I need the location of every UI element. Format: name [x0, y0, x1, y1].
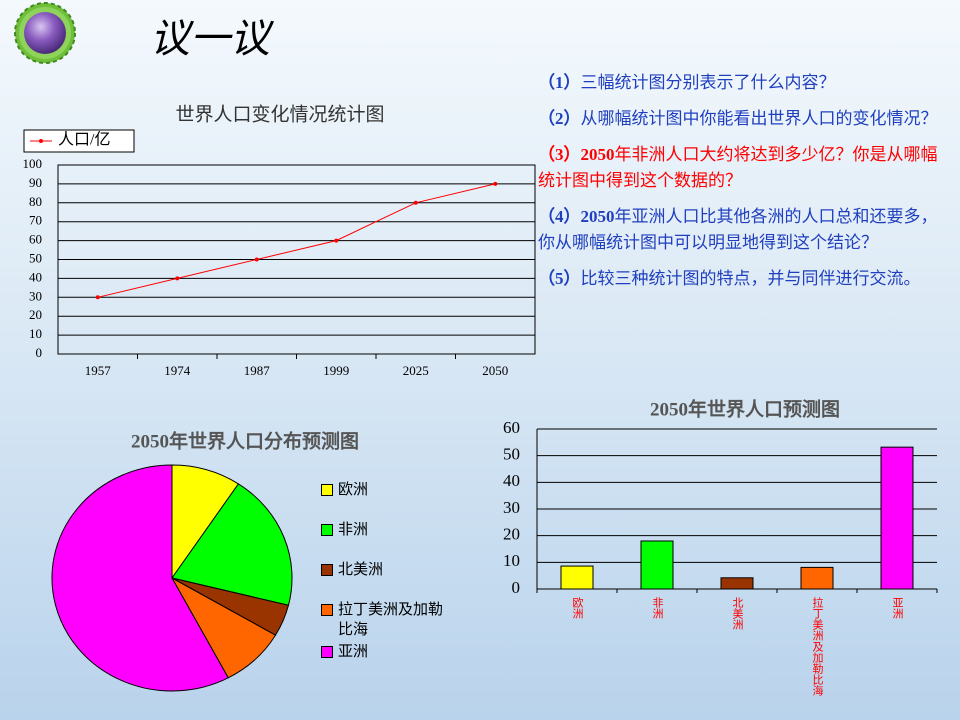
question-text: 年非洲人口大约将达到多少亿？你是从哪幅统计图中得到这个数据的？	[538, 145, 938, 190]
question: （5）比较三种统计图的特点，并与同伴进行交流。	[538, 266, 950, 292]
y-tick-label: 10	[503, 551, 520, 570]
legend-label: 北美洲	[338, 562, 384, 578]
y-tick-label: 0	[36, 345, 43, 360]
chart-title: 2050年世界人口预测图	[650, 397, 840, 420]
y-tick-label: 100	[23, 156, 43, 171]
x-tick-label: 亚洲	[891, 597, 904, 619]
y-tick-label: 50	[29, 250, 42, 265]
y-tick-label: 60	[29, 232, 42, 247]
y-tick-label: 30	[503, 498, 520, 517]
question-number: （4）2050	[538, 207, 615, 226]
y-tick-label: 80	[29, 194, 42, 209]
data-point	[175, 276, 180, 281]
pie-slice	[51, 464, 229, 692]
x-tick-label: 1957	[85, 363, 112, 378]
bar	[880, 446, 914, 590]
icon	[14, 2, 76, 64]
question-number: （2）	[538, 109, 581, 128]
legend-swatch	[321, 646, 333, 658]
legend-label: 非洲	[338, 522, 369, 538]
data-point	[493, 181, 498, 186]
legend-swatch	[321, 564, 333, 576]
question: （2）从哪幅统计图中你能看出世界人口的变化情况？	[538, 106, 950, 132]
x-tick-label: 非洲	[651, 597, 664, 619]
question-text: 从哪幅统计图中你能看出世界人口的变化情况？	[580, 109, 938, 128]
x-tick-label: 2025	[403, 363, 429, 378]
questions: （1）三幅统计图分别表示了什么内容？ （2）从哪幅统计图中你能看出世界人口的变化情…	[538, 70, 950, 302]
data-point	[413, 200, 418, 205]
question-text: 三幅统计图分别表示了什么内容？	[580, 73, 836, 92]
pie-slice	[171, 483, 293, 606]
x-tick-label: 拉丁美洲及加勒比海	[811, 596, 824, 697]
legend-item: 拉丁美洲及加勒比海	[321, 600, 450, 640]
question: （4）2050年亚洲人口比其他各洲的人口总和还要多，你从哪幅统计图中可以明显地得…	[538, 204, 950, 256]
legend-label: 拉丁美洲及加勒比海	[338, 602, 444, 638]
question-text: 比较三种统计图的特点，并与同伴进行交流。	[580, 269, 921, 288]
bar	[560, 565, 594, 590]
y-tick-label: 40	[29, 269, 42, 284]
legend-label: 亚洲	[338, 644, 369, 660]
legend-label: 欧洲	[338, 482, 369, 498]
y-tick-label: 20	[503, 525, 520, 544]
chart-title: 世界人口变化情况统计图	[175, 103, 384, 125]
bar	[800, 566, 834, 590]
x-tick-label: 1999	[323, 363, 349, 378]
legend-item: 非洲	[321, 520, 450, 540]
question: （1）三幅统计图分别表示了什么内容？	[538, 70, 950, 96]
y-tick-label: 0	[512, 578, 521, 597]
data-point	[334, 238, 339, 243]
legend-item: 北美洲	[321, 560, 450, 580]
data-point	[95, 295, 100, 300]
y-tick-label: 40	[503, 471, 520, 490]
question: （3）2050年非洲人口大约将达到多少亿？你是从哪幅统计图中得到这个数据的？	[538, 142, 950, 194]
legend-label: 人口/亿	[58, 131, 110, 149]
y-tick-label: 70	[29, 213, 42, 228]
legend-item: 亚洲	[321, 642, 450, 662]
bar	[720, 577, 754, 590]
question-number: （5）	[538, 269, 581, 288]
legend-swatch	[321, 484, 333, 496]
x-tick-label: 欧洲	[571, 597, 584, 619]
x-tick-label: 1987	[244, 363, 271, 378]
question-text: 年亚洲人口比其他各洲的人口总和还要多，你从哪幅统计图中可以明显地得到这个结论？	[538, 207, 938, 252]
legend-marker	[39, 139, 43, 143]
y-tick-label: 50	[503, 445, 520, 464]
slide-title: 议一议	[150, 16, 275, 61]
chart-title: 2050年世界人口分布预测图	[131, 429, 359, 452]
x-tick-label: 2050	[482, 363, 508, 378]
legend-box	[23, 129, 135, 153]
question-number: （1）	[538, 73, 581, 92]
x-tick-label: 1974	[164, 363, 191, 378]
x-tick-label: 北美洲	[731, 597, 744, 630]
legend-swatch	[321, 524, 333, 536]
legend-swatch	[321, 604, 333, 616]
data-point	[254, 257, 259, 262]
data-line	[97, 183, 496, 298]
question-number: （3）2050	[538, 145, 615, 164]
y-tick-label: 60	[503, 418, 520, 437]
bar	[640, 540, 674, 590]
y-tick-label: 20	[29, 307, 42, 322]
legend-item: 欧洲	[321, 480, 450, 500]
y-tick-label: 10	[29, 326, 42, 341]
y-tick-label: 30	[29, 288, 42, 303]
y-tick-label: 90	[29, 175, 42, 190]
